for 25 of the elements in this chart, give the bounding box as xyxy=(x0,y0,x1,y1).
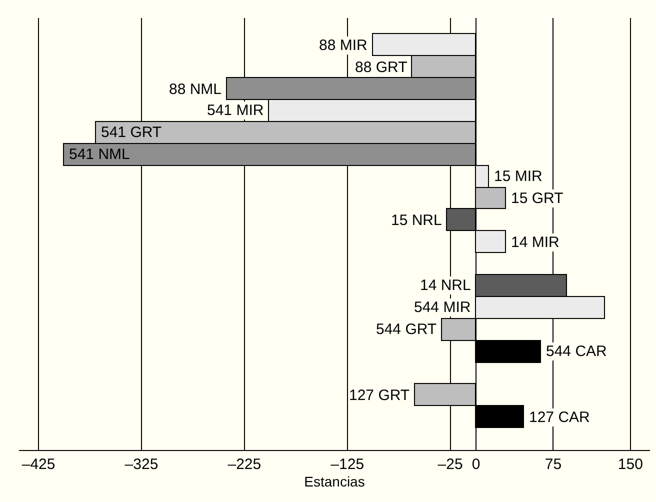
x-tick-label: 0 xyxy=(472,456,480,473)
y-tick-label: 544 CAR xyxy=(546,343,608,360)
y-tick-label: 88 GRT xyxy=(355,59,408,76)
y-tick-label: 127 CAR xyxy=(529,409,590,426)
y-tick-label: 127 GRT xyxy=(349,387,410,404)
x-tick-label: –225 xyxy=(228,456,262,473)
x-tick-label: –325 xyxy=(124,456,158,473)
y-tick-label: 14 NRL xyxy=(420,277,471,294)
y-tick-label: 541 MIR xyxy=(207,102,264,119)
x-tick-label: –125 xyxy=(330,456,364,473)
y-tick-label: 15 MIR xyxy=(494,168,543,185)
y-tick-label: 544 GRT xyxy=(376,321,437,338)
y-tick-label: 88 MIR xyxy=(319,37,368,54)
y-tick-label: 14 MIR xyxy=(511,234,560,251)
y-tick-label: 15 GRT xyxy=(511,190,564,207)
y-tick-label: 88 NML xyxy=(169,81,222,98)
y-tick-label: 15 NRL xyxy=(391,212,442,229)
y-tick-label: 541 NML xyxy=(69,146,130,163)
y-tick-label: 541 GRT xyxy=(101,124,162,141)
x-tick-label: –425 xyxy=(22,456,56,473)
x-tick-label: 150 xyxy=(618,456,643,473)
x-axis-title: Estancias xyxy=(304,473,365,490)
x-tick-label: –25 xyxy=(438,456,463,473)
x-tick-label: 75 xyxy=(544,456,562,473)
y-tick-label: 544 MIR xyxy=(414,299,471,316)
